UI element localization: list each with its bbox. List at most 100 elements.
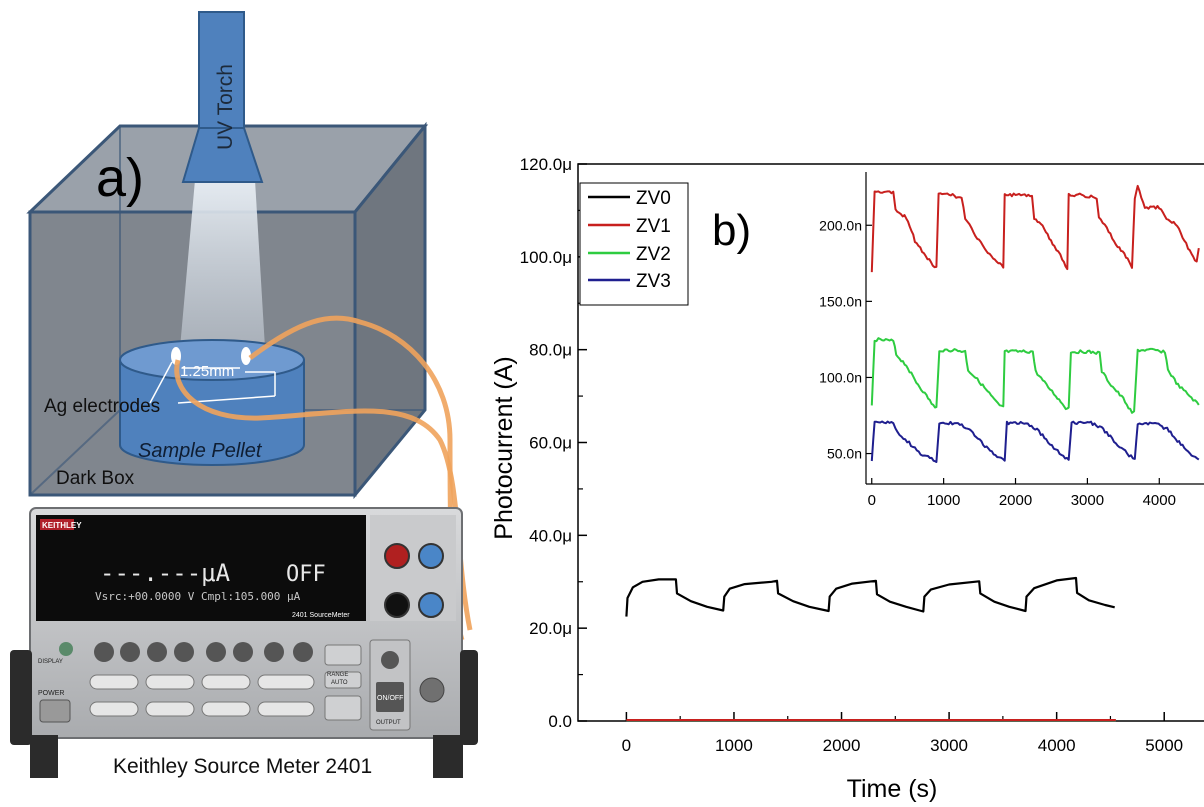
meter-key[interactable] xyxy=(145,674,195,690)
legend-box xyxy=(579,182,689,306)
main-y-axis-title: Photocurrent (A) xyxy=(490,356,518,539)
meter-buttons: ON/OFF OUTPUT xyxy=(89,639,445,731)
main-x-tick-label: 1000 xyxy=(715,736,753,755)
main-y-tick-label: 20.0μ xyxy=(529,619,572,638)
inset-x-tick-label: 1000 xyxy=(927,492,960,509)
power-switch[interactable] xyxy=(39,699,71,723)
terminal-blue-low[interactable] xyxy=(418,592,444,618)
panel-a-label: a) xyxy=(96,148,144,208)
inset-x-tick-label: 4000 xyxy=(1143,492,1176,509)
inset-series-lines xyxy=(870,184,1200,463)
display-off: OFF xyxy=(286,562,326,587)
inset-y-tick-label: 100.0n xyxy=(819,369,862,385)
main-y-tick-label: 60.0μ xyxy=(529,434,572,453)
main-x-axis-title: Time (s) xyxy=(847,775,938,803)
meter-knob[interactable] xyxy=(174,642,194,662)
inset-x-tick-label: 2000 xyxy=(999,492,1032,509)
range-up-key[interactable] xyxy=(324,644,362,666)
auto-label: AUTO xyxy=(331,680,348,686)
display-label: DISPLAY xyxy=(38,659,63,665)
inset-y-tick-label: 200.0n xyxy=(819,217,862,233)
meter-key[interactable] xyxy=(201,701,251,717)
output-knob[interactable] xyxy=(381,651,399,669)
meter-key[interactable] xyxy=(89,674,139,690)
torch-label: UV Torch xyxy=(214,64,237,150)
left-leg xyxy=(30,735,58,778)
display-toggle-key[interactable] xyxy=(59,642,73,656)
inset-axis-ticks xyxy=(866,224,1160,484)
meter-knob[interactable] xyxy=(233,642,253,662)
meter-key[interactable] xyxy=(201,674,251,690)
main-x-tick-labels: 0 1000 2000 3000 4000 5000 xyxy=(622,736,1183,755)
main-x-tick-label: 5000 xyxy=(1145,736,1183,755)
display-sub: Vsrc:+00.0000 V Cmpl:105.000 μA xyxy=(95,590,301,603)
meter-knob[interactable] xyxy=(293,642,313,662)
inset-chart: 50.0n 100.0n 150.0n 200.0n 0 1000 2000 3000 400… xyxy=(819,172,1204,509)
inset-x-tick-labels: 0 1000 2000 3000 4000 xyxy=(868,492,1176,509)
power-label: POWER xyxy=(38,690,64,697)
inset-y-tick-labels: 50.0n 100.0n 150.0n 200.0n xyxy=(819,217,862,461)
legend: ZV0 ZV1 ZV2 ZV3 xyxy=(579,182,689,306)
inset-background xyxy=(866,172,1204,484)
main-y-tick-label: 80.0μ xyxy=(529,341,572,360)
range-label: RANGE xyxy=(327,672,348,678)
series-line-zv0 xyxy=(625,576,1115,617)
meter-caption: Keithley Source Meter 2401 xyxy=(113,755,372,778)
meter-brand-badge xyxy=(40,519,74,530)
meter-knob[interactable] xyxy=(264,642,284,662)
inset-series-line-zv1 xyxy=(870,184,1200,273)
terminal-switch[interactable] xyxy=(419,677,445,703)
main-y-tick-labels: 0.0 20.0μ 40.0μ 60.0μ 80.0μ 100.0μ 120.0μ xyxy=(520,155,572,731)
meter-display xyxy=(36,515,366,621)
uv-torch: UV Torch xyxy=(181,11,264,183)
main-x-tick-label: 3000 xyxy=(930,736,968,755)
meter-knob[interactable] xyxy=(94,642,114,662)
legend-label-zv3: ZV3 xyxy=(636,271,671,292)
onoff-button[interactable] xyxy=(376,682,404,712)
meter-knob[interactable] xyxy=(120,642,140,662)
range-down-key[interactable] xyxy=(324,695,362,721)
main-axis-ticks xyxy=(578,163,1165,722)
main-y-tick-label: 40.0μ xyxy=(529,526,572,545)
right-foot xyxy=(460,650,478,745)
main-x-tick-label: 4000 xyxy=(1038,736,1076,755)
meter-knob[interactable] xyxy=(147,642,167,662)
meter-key[interactable] xyxy=(257,674,315,690)
meter-key[interactable] xyxy=(257,701,315,717)
main-y-tick-label: 120.0μ xyxy=(520,155,572,174)
auto-key[interactable] xyxy=(324,671,362,689)
panel-a-diagram: UV Torch a) 1.25mm Ag electrodes Sample … xyxy=(10,11,478,778)
source-meter: KEITHLEY ---.---μA OFF Vsrc:+00.0000 V C… xyxy=(10,507,478,778)
terminal-black[interactable] xyxy=(384,592,410,618)
meter-key[interactable] xyxy=(89,701,139,717)
inset-y-tick-label: 50.0n xyxy=(827,446,862,462)
electrode-pointer xyxy=(149,361,173,404)
meter-knob[interactable] xyxy=(206,642,226,662)
legend-label-zv0: ZV0 xyxy=(636,188,671,209)
torch-head xyxy=(181,127,264,183)
meter-brand: KEITHLEY xyxy=(42,521,82,530)
panel-b-chart: 0.0 20.0μ 40.0μ 60.0μ 80.0μ 100.0μ 120.0μ 0 100… xyxy=(490,155,1204,803)
terminal-red[interactable] xyxy=(384,543,410,569)
meter-key[interactable] xyxy=(145,701,195,717)
main-y-tick-label: 100.0μ xyxy=(520,248,572,267)
legend-label-zv2: ZV2 xyxy=(636,244,671,265)
uv-light-beam xyxy=(180,180,265,348)
main-series-lines xyxy=(625,576,1116,722)
torch-handle xyxy=(198,11,245,133)
pellet-label: Sample Pellet xyxy=(138,440,263,462)
meter-model: 2401 SourceMeter xyxy=(292,612,350,619)
right-electrode xyxy=(241,347,251,365)
main-y-tick-label: 0.0 xyxy=(548,712,572,731)
panel-b-label: b) xyxy=(712,206,751,255)
output-label: OUTPUT xyxy=(376,720,401,726)
inset-series-line-zv3 xyxy=(870,420,1200,463)
inset-y-tick-label: 150.0n xyxy=(819,293,862,309)
right-leg xyxy=(433,735,463,778)
terminal-blue[interactable] xyxy=(418,543,444,569)
main-x-tick-label: 2000 xyxy=(823,736,861,755)
gap-label: 1.25mm xyxy=(180,363,234,380)
display-main: ---.---μA xyxy=(100,559,231,587)
dark-box-label: Dark Box xyxy=(56,468,135,489)
